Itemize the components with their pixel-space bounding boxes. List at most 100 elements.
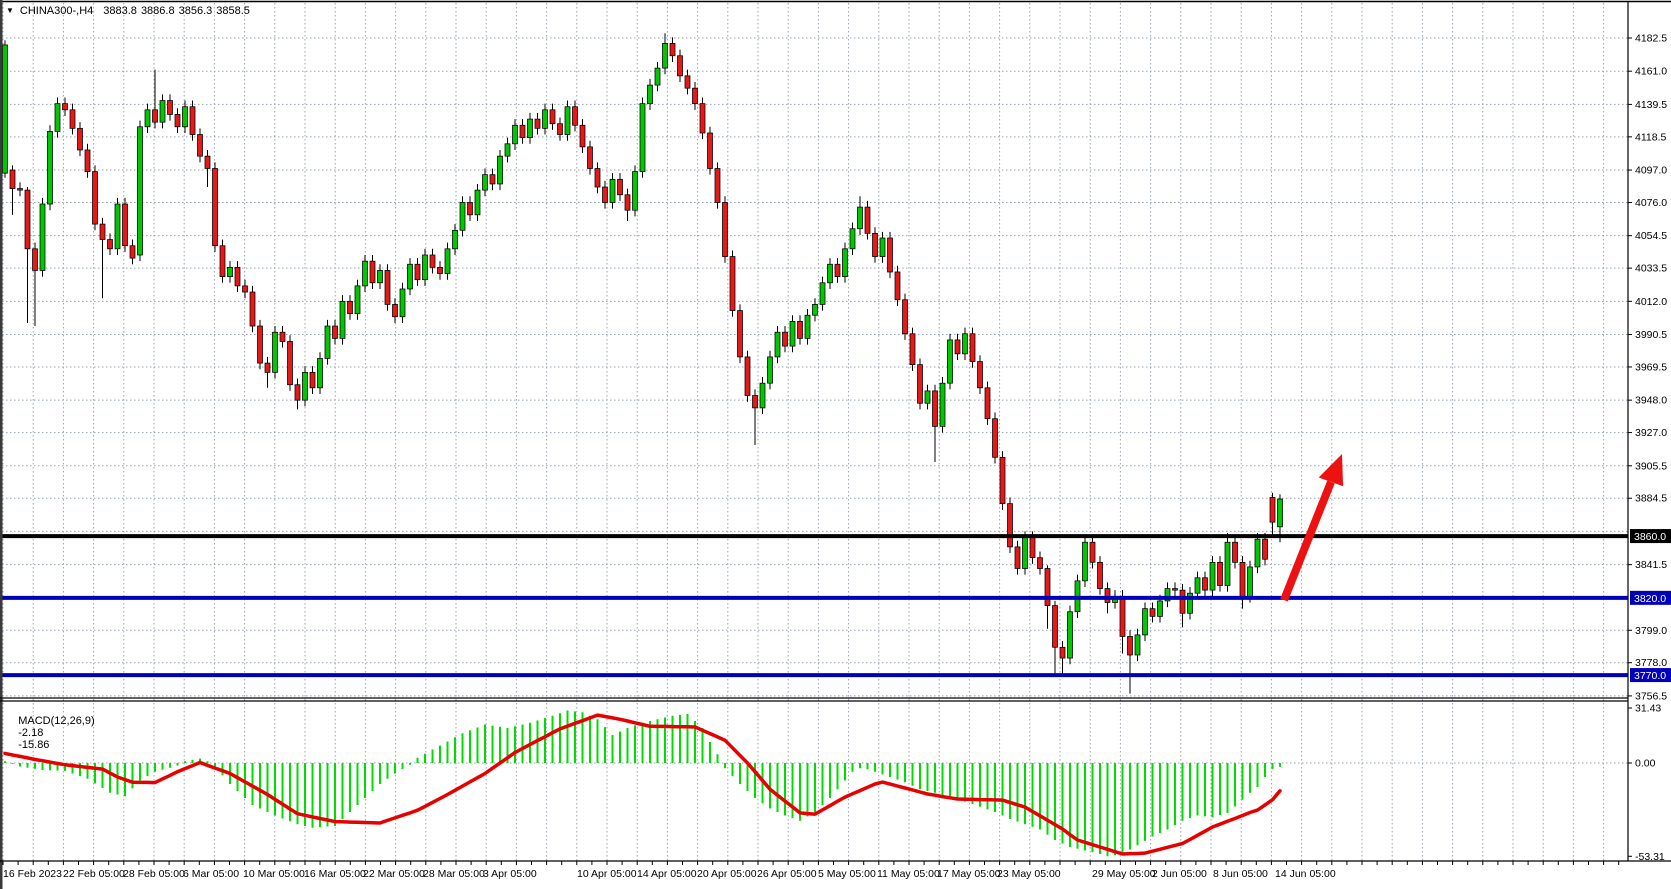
- time-axis-label: 22 Feb 05:00: [63, 868, 125, 880]
- candle-body: [662, 43, 668, 69]
- candle-body: [609, 178, 616, 203]
- price-badge-label: 3860.0: [1634, 531, 1666, 543]
- ohlc-low: 3856.3: [178, 4, 213, 17]
- candle-body: [1217, 561, 1223, 586]
- candle-body: [557, 123, 563, 135]
- candle-body: [459, 202, 466, 231]
- price-axis-labels: 4182.5 4161.0 4139.5 4118.5 4097.0 4076.0 4054…: [1628, 33, 1667, 702]
- price-axis-label: 4012.0: [1635, 296, 1667, 308]
- candle-body: [549, 109, 556, 125]
- candle-body: [534, 118, 541, 129]
- candle-body: [107, 239, 113, 250]
- candle-body: [122, 203, 128, 247]
- candle-body: [947, 339, 953, 384]
- candle-body: [1262, 538, 1268, 560]
- candle-body: [1097, 561, 1103, 589]
- price-axis-label: 3756.5: [1635, 690, 1667, 702]
- candle-body: [774, 331, 781, 358]
- price-axis-label: 3884.5: [1635, 493, 1667, 505]
- candle-body: [1247, 566, 1253, 597]
- candle-body: [317, 358, 323, 389]
- candle-body: [272, 331, 278, 373]
- candle-body: [234, 266, 241, 287]
- candle-body: [474, 189, 481, 216]
- candle-body: [894, 271, 901, 301]
- arrow-head: [1318, 454, 1344, 487]
- candle-body: [384, 270, 391, 305]
- macd-axis-label: 0.00: [1635, 758, 1656, 770]
- candle-body: [309, 371, 316, 389]
- candle-body: [984, 387, 991, 420]
- candle-body: [1104, 588, 1111, 603]
- candle-body: [9, 169, 16, 189]
- symbol-dropdown-icon[interactable]: ▼: [6, 6, 14, 15]
- candle-body: [542, 109, 548, 129]
- price-badge: [1630, 590, 1671, 605]
- candle-body: [377, 270, 383, 284]
- window-left-border: [0, 0, 3, 889]
- candle-body: [722, 202, 728, 257]
- macd-axis-labels: 31.43 0.00 -53.31: [1628, 703, 1665, 863]
- candle-body: [587, 146, 593, 169]
- candle-body: [1149, 608, 1156, 617]
- candle-body: [407, 263, 413, 290]
- candle-body: [1172, 588, 1178, 591]
- candle-body: [69, 109, 76, 129]
- arrow-shaft: [1280, 480, 1335, 602]
- price-axis-label: 4139.5: [1635, 99, 1667, 111]
- candle-body: [977, 361, 983, 389]
- candle-body: [617, 178, 623, 196]
- symbol-period-label: CHINA300-,H4: [19, 4, 94, 17]
- candle-body: [1037, 557, 1043, 569]
- candle-body: [752, 395, 758, 409]
- candle-body: [39, 203, 46, 271]
- candle-body: [399, 288, 406, 318]
- candle-body: [482, 174, 488, 191]
- candle-body: [519, 124, 526, 138]
- candle-body: [1164, 588, 1171, 602]
- candle-body: [1044, 568, 1051, 606]
- candle-body: [879, 237, 886, 257]
- time-axis-label: 29 May 05:00: [1092, 868, 1156, 880]
- candle-body: [1127, 636, 1133, 656]
- price-axis-label: 4097.0: [1635, 165, 1667, 177]
- candle-body: [767, 356, 773, 384]
- price-axis-label: 4161.0: [1635, 66, 1667, 78]
- candle-body: [504, 143, 511, 157]
- candle-body: [737, 310, 743, 358]
- candle-body: [1157, 600, 1163, 617]
- candle-body: [1239, 561, 1246, 597]
- candle-body: [969, 333, 976, 362]
- candle-body: [324, 325, 331, 359]
- candle-body: [227, 266, 233, 277]
- candle-body: [444, 248, 451, 274]
- candle-body: [257, 325, 263, 364]
- candle-body: [909, 333, 916, 366]
- time-axis-label: 28 Mar 05:00: [423, 868, 485, 880]
- candle-body: [1209, 561, 1216, 591]
- candle-body: [1269, 497, 1276, 523]
- price-axis-label: 3841.5: [1635, 559, 1667, 571]
- candle-body: [242, 285, 248, 293]
- candles-layer: [2, 33, 1283, 694]
- candle-body: [1014, 546, 1021, 569]
- candle-body: [497, 155, 503, 185]
- vertical-gridlines: [2, 3, 1605, 861]
- candle-body: [624, 194, 631, 211]
- candle-body: [632, 171, 638, 211]
- candle-body: [429, 254, 436, 268]
- candle-body: [1007, 503, 1013, 548]
- candle-body: [684, 75, 691, 89]
- price-axis-label: 3948.0: [1635, 395, 1667, 407]
- price-axis-label: 3905.5: [1635, 460, 1667, 472]
- candle-body: [1232, 541, 1238, 563]
- price-badge: [1630, 668, 1671, 683]
- candle-body: [167, 100, 173, 115]
- candle-body: [647, 84, 653, 105]
- candle-body: [1029, 537, 1036, 559]
- candle-body: [1119, 595, 1126, 637]
- price-badge: [1630, 529, 1671, 544]
